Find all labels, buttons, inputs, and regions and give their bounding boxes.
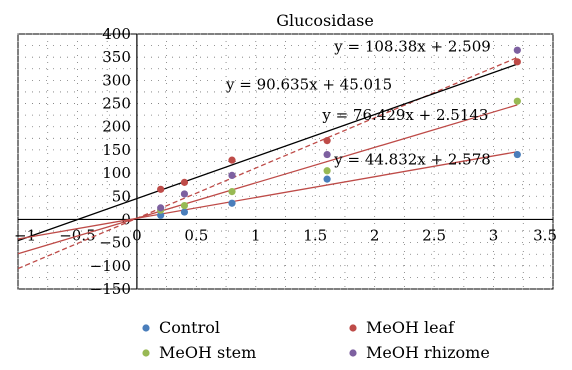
x-tick-label: 1.5	[303, 226, 327, 244]
legend-label: MeOH leaf	[366, 318, 455, 337]
data-point	[180, 190, 189, 198]
trendline-equation: y = 108.38x + 2.509	[333, 38, 491, 56]
y-tick-label: 50	[112, 187, 131, 205]
legend-marker	[349, 349, 357, 357]
trendline-equations: y = 108.38x + 2.509 y = 90.635x + 45.015 y…	[225, 38, 491, 169]
data-point	[228, 171, 236, 180]
axes	[18, 34, 553, 289]
data-point	[228, 156, 236, 164]
legend-marker	[349, 324, 357, 332]
x-tick-label: 0	[132, 226, 142, 244]
data-point	[513, 46, 521, 54]
trendlines	[17, 56, 518, 270]
x-tick-label: 3	[489, 226, 499, 244]
y-tick-label: −50	[99, 234, 131, 252]
legend-marker	[142, 349, 150, 357]
chart-title: Glucosidase	[276, 11, 374, 30]
legend: Control MeOH leaf MeOH stem MeOH rhizome	[142, 318, 490, 362]
y-tick-label: −100	[90, 257, 131, 275]
legend-label: Control	[159, 318, 220, 337]
grid	[17, 33, 554, 290]
trendline-equation: y = 44.832x + 2.578	[333, 151, 491, 169]
trendline-equation: y = 76.429x + 2.5143	[321, 106, 488, 124]
data-point	[228, 188, 236, 196]
y-tick-label: 100	[102, 164, 131, 182]
data-point	[180, 201, 189, 210]
x-tick-label: 1	[251, 226, 261, 244]
data-point	[180, 178, 189, 186]
y-tick-label: 350	[102, 48, 131, 66]
data-point	[157, 185, 165, 193]
data-point	[157, 204, 165, 212]
data-point	[157, 211, 165, 219]
data-point	[180, 208, 189, 216]
data-point	[513, 97, 521, 105]
data-point	[513, 58, 521, 66]
data-point	[323, 150, 331, 159]
trendline	[17, 151, 518, 240]
data-points	[157, 46, 521, 219]
y-tick-label: 400	[102, 25, 131, 43]
legend-label: MeOH stem	[159, 343, 256, 362]
data-point	[323, 137, 331, 145]
trendline	[17, 104, 518, 255]
y-tick-label: 0	[121, 210, 131, 228]
data-point	[323, 167, 331, 175]
y-tick-label: 200	[102, 118, 131, 136]
x-tick-label: 0.5	[184, 226, 208, 244]
x-tick-label: 2	[370, 226, 380, 244]
trendline	[17, 63, 518, 242]
y-tick-label: 150	[102, 141, 131, 159]
trendline	[17, 56, 518, 270]
data-point	[323, 175, 331, 183]
data-point	[228, 199, 236, 207]
trendline-equation: y = 90.635x + 45.015	[225, 76, 392, 94]
y-tick-label: 300	[102, 71, 131, 89]
y-tick-label: 250	[102, 95, 131, 113]
y-tick-label: −150	[90, 280, 131, 298]
legend-marker	[142, 324, 150, 332]
data-point	[513, 150, 521, 159]
x-tick-label: 2.5	[422, 226, 446, 244]
legend-label: MeOH rhizome	[366, 343, 490, 362]
tick-labels: −1−0.500.511.522.533.5−150−100−505010015…	[14, 25, 557, 298]
x-tick-label: 3.5	[533, 226, 557, 244]
